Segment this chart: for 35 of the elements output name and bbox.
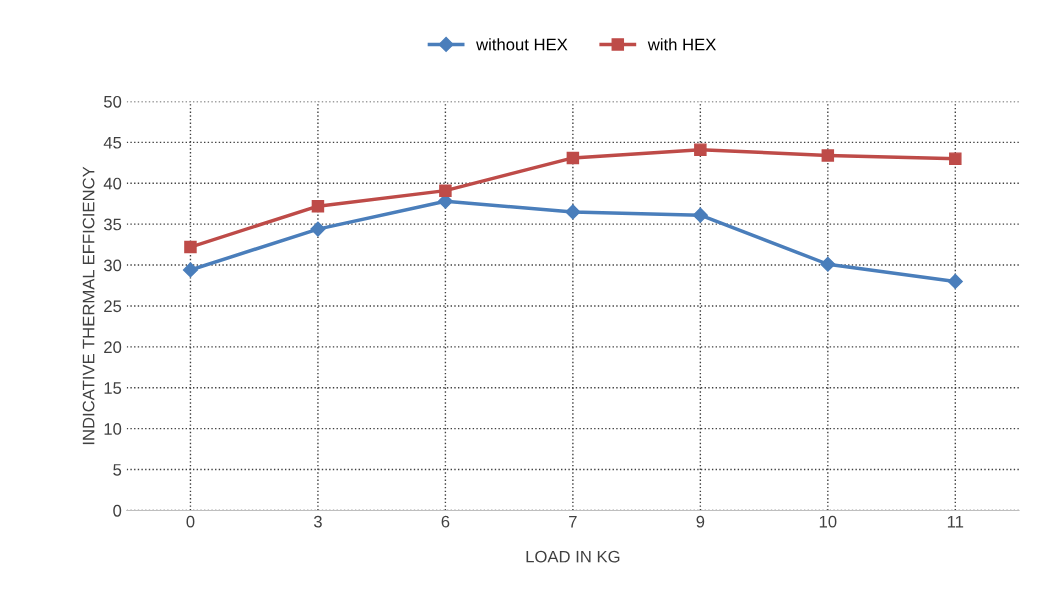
y-tick-label: 30 bbox=[103, 259, 122, 272]
point bbox=[439, 184, 452, 197]
point bbox=[692, 207, 708, 223]
y-tick-label: 25 bbox=[104, 300, 122, 313]
point bbox=[566, 151, 580, 165]
x-tick-label: 11 bbox=[947, 515, 964, 528]
point bbox=[565, 204, 581, 220]
point bbox=[949, 152, 962, 165]
y-tick-label: 5 bbox=[113, 464, 122, 476]
point bbox=[311, 199, 325, 213]
legend-label: without HEX bbox=[476, 38, 568, 51]
x-axis-title: LOAD IN KG bbox=[526, 550, 620, 563]
y-tick-label: 45 bbox=[103, 136, 122, 149]
x-tick-label: 9 bbox=[696, 515, 705, 528]
y-tick-label: 15 bbox=[104, 382, 122, 394]
point bbox=[820, 256, 836, 272]
y-tick-label: 10 bbox=[104, 423, 122, 435]
x-tick-label: 7 bbox=[569, 515, 577, 528]
legend-label: with HEX bbox=[647, 38, 716, 51]
y-axis-title: INDICATIVE THERMAL EFFICIENCY bbox=[82, 166, 95, 445]
x-tick-label: 6 bbox=[441, 515, 450, 528]
y-tick-label: 50 bbox=[103, 95, 122, 108]
point bbox=[182, 262, 199, 278]
x-tick-label: 10 bbox=[819, 515, 837, 528]
point bbox=[184, 240, 197, 254]
point bbox=[821, 149, 835, 162]
x-tick-label: 3 bbox=[313, 515, 322, 528]
y-tick-label: 20 bbox=[104, 341, 122, 354]
point bbox=[694, 143, 707, 156]
y-tick-label: 0 bbox=[113, 504, 122, 517]
point bbox=[310, 221, 326, 237]
y-tick-label: 35 bbox=[103, 218, 122, 231]
y-tick-label: 40 bbox=[103, 177, 122, 190]
point bbox=[947, 273, 963, 289]
x-tick-label: 0 bbox=[186, 515, 195, 528]
